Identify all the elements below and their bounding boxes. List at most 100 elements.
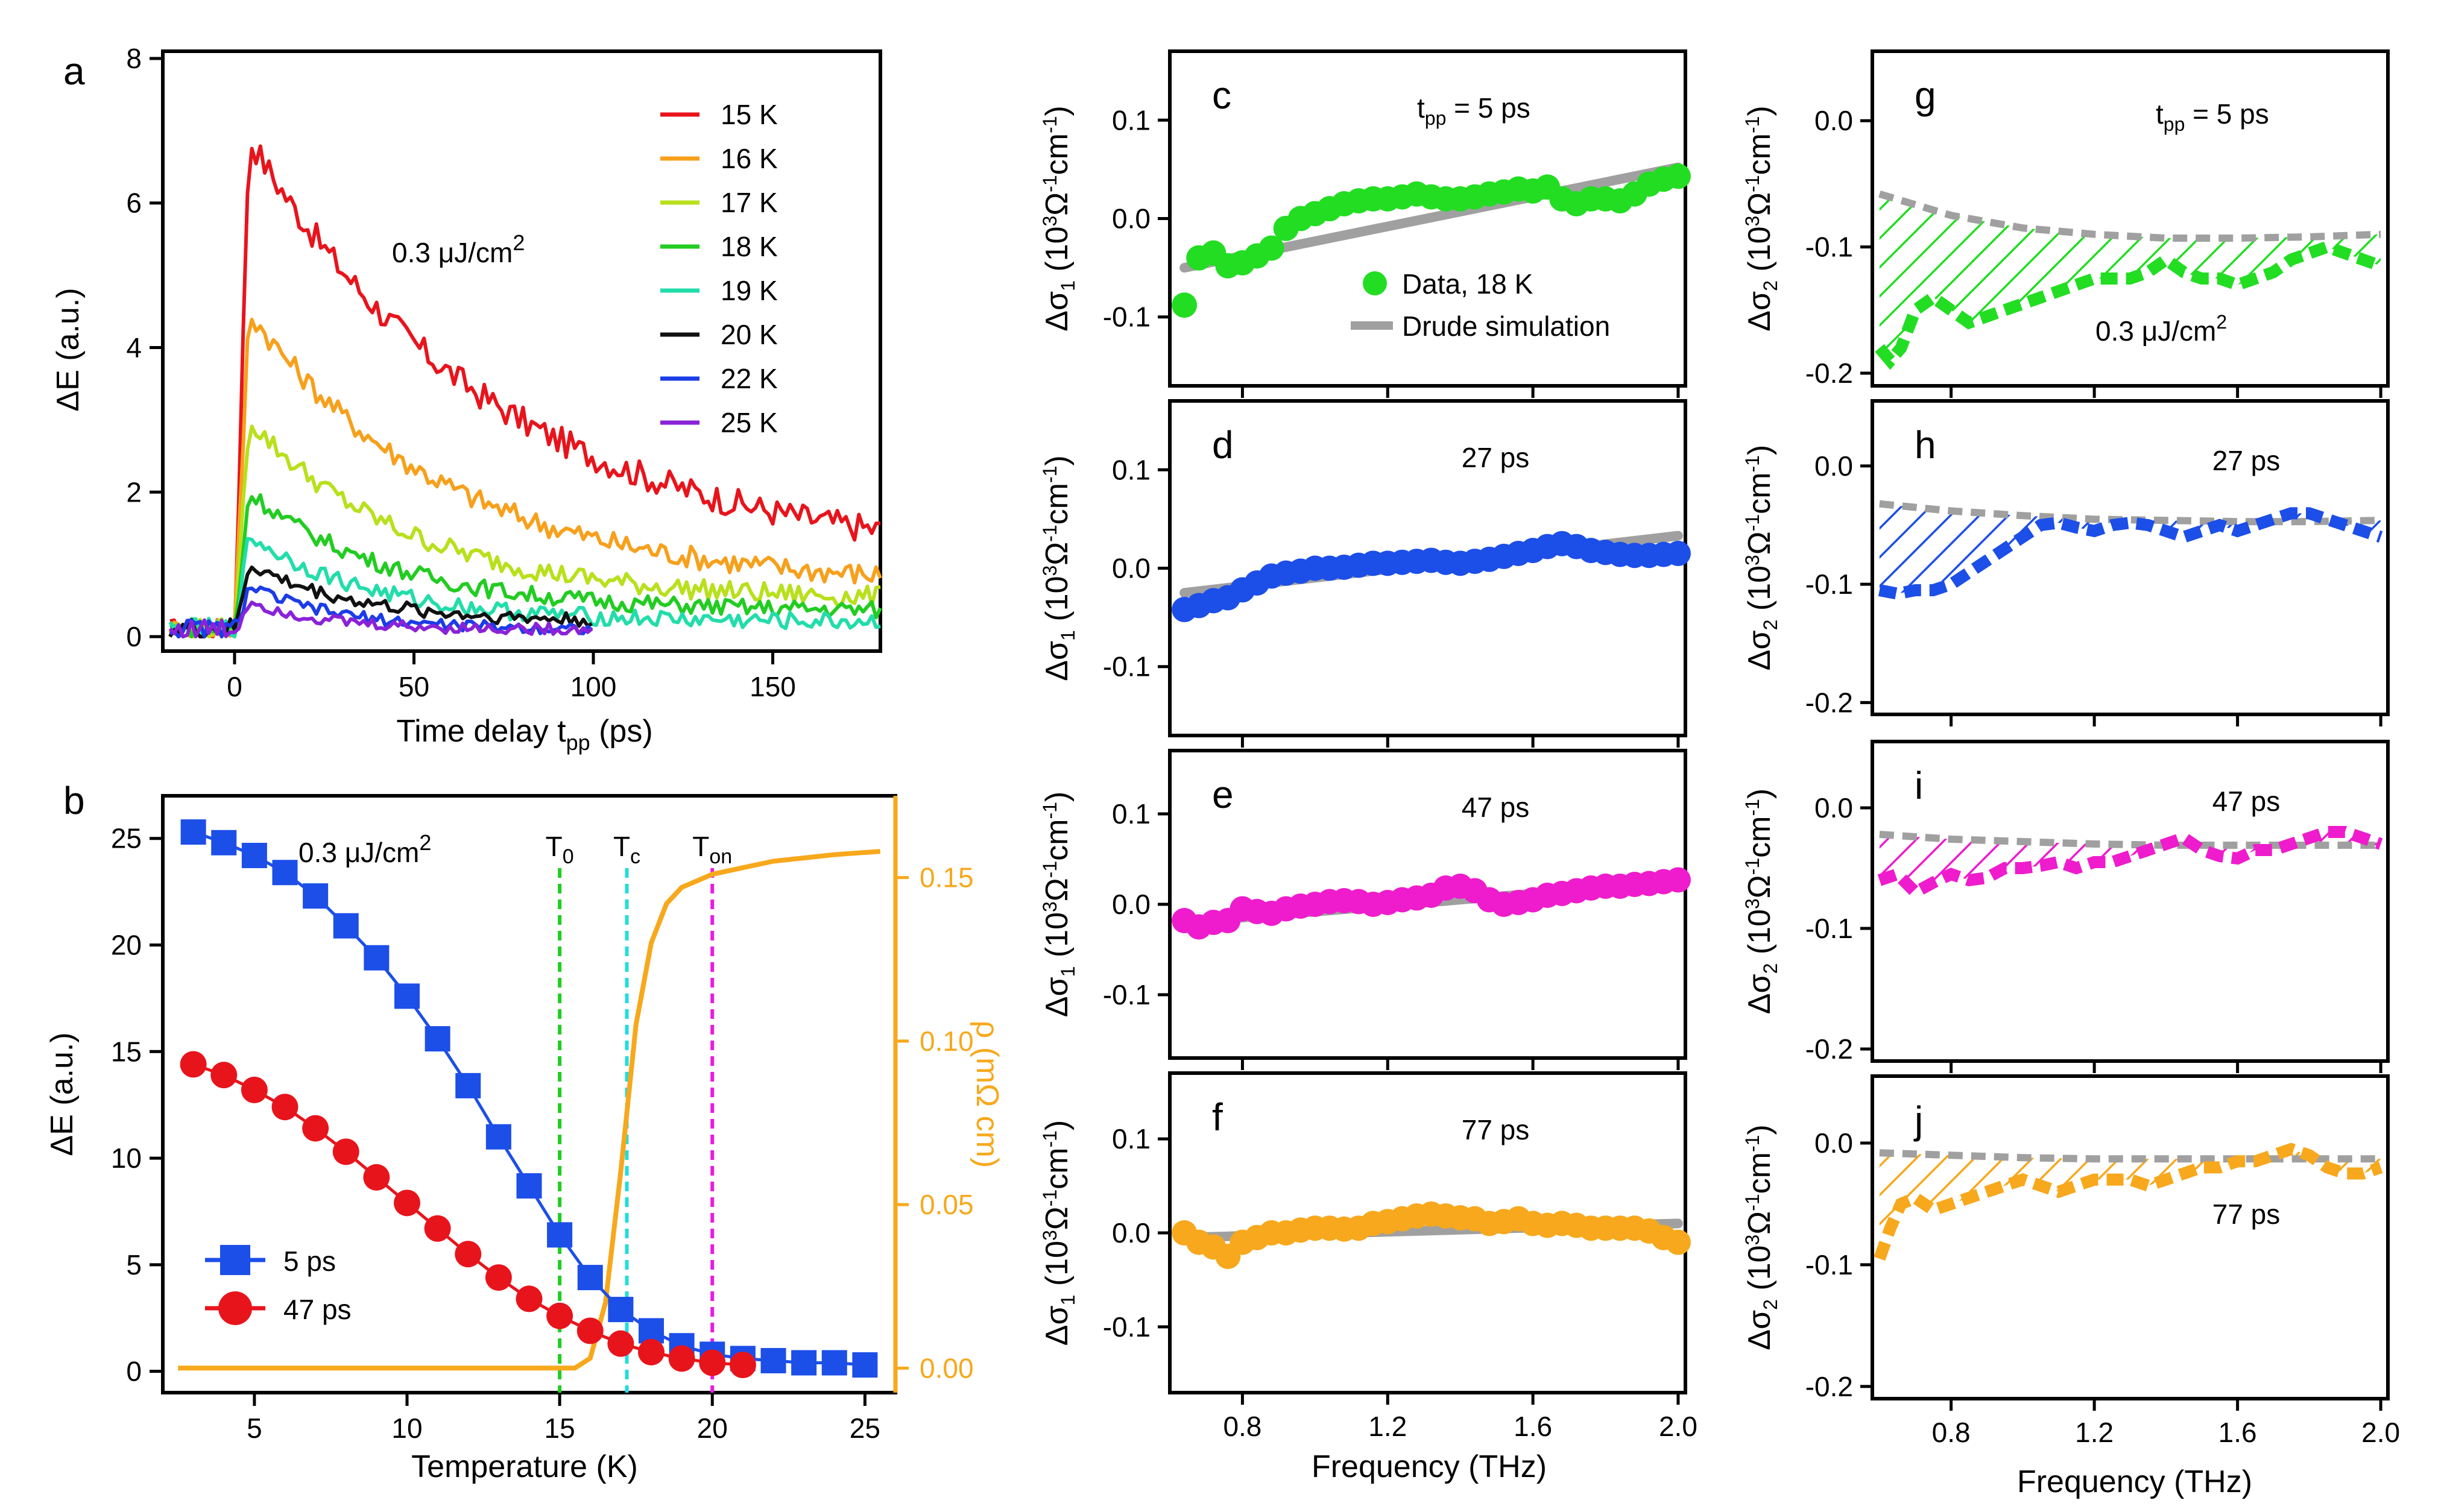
data-dashed-line — [1878, 507, 2383, 600]
point-5ps — [211, 830, 237, 855]
panel-b-y2label: ρ (mΩ cm) — [970, 1021, 1005, 1168]
panel-letter-i: i — [1915, 764, 1923, 807]
y-tick-label: 0.0 — [1112, 889, 1151, 920]
panel-a-xlabel: Time delay tpp (ps) — [396, 714, 652, 755]
point-5ps — [577, 1265, 603, 1291]
x-tick-label: 1.2 — [2075, 1417, 2114, 1448]
legend-label: 20 K — [721, 319, 778, 350]
panel-i-frame — [1871, 740, 2390, 1063]
x-tick-label: 25 — [850, 1413, 880, 1444]
legend-label-47ps: 47 ps — [283, 1294, 352, 1325]
hatched-area — [1879, 1149, 2381, 1259]
point-47ps — [180, 1051, 207, 1078]
vline-label-Tc: Tc — [613, 831, 640, 868]
panel-letter-d: d — [1212, 423, 1234, 467]
drude-fit-dashed — [1879, 500, 2381, 526]
point-5ps — [516, 1173, 542, 1199]
panel-b-ticks: 5 10 15 20 25 0 5 10 15 20 25 0.00 0.05 0.10 0.15 — [111, 823, 974, 1444]
x-tick-label: 15 — [545, 1413, 575, 1444]
y-tick-label: 8 — [126, 43, 142, 74]
point-5ps — [241, 843, 267, 868]
panel-c: 0.1 0.0 -0.1 c Δσ1 (103Ω-1cm-1) tpp = 5 ps Dat… — [1039, 49, 1691, 398]
panel-b: b 5 10 15 20 25 0 5 10 15 20 25 0.00 0.05 0.10 0.15 Te… — [45, 779, 1005, 1484]
legend-label: 19 K — [721, 275, 778, 306]
legend-label: 16 K — [721, 143, 778, 174]
point-47ps — [271, 1094, 298, 1121]
y-tick-label: 0 — [126, 1356, 142, 1387]
x-tick-label: 1.6 — [1514, 1411, 1552, 1442]
point-47ps — [424, 1215, 451, 1242]
y-tick-label: -0.1 — [1103, 1311, 1151, 1343]
panel-f-annotation: 77 ps — [1462, 1114, 1530, 1145]
panel-d-ylabel: Δσ1 (103Ω-1cm-1) — [1039, 455, 1079, 681]
y2-tick-label: 0.15 — [920, 862, 974, 893]
point-5ps — [485, 1124, 511, 1150]
y-tick-label: 0.0 — [1814, 1127, 1853, 1159]
legend-label: 17 K — [721, 187, 778, 218]
panel-e-annotation: 47 ps — [1462, 792, 1530, 823]
y-tick-label: 0.0 — [1814, 105, 1853, 136]
y2-tick-label: 0.05 — [920, 1189, 974, 1220]
y2-tick-label: 0.10 — [920, 1025, 974, 1057]
panel-letter-h: h — [1915, 423, 1936, 467]
point-5ps — [760, 1347, 786, 1373]
x-tick-label: 1.2 — [1368, 1411, 1407, 1442]
data-point — [1665, 541, 1691, 567]
x-tick-label: 0 — [227, 671, 242, 702]
hatched-area — [1879, 503, 2381, 594]
panel-i-ylabel: Δσ2 (103Ω-1cm-1) — [1741, 789, 1781, 1014]
point-5ps — [455, 1073, 481, 1098]
point-47ps — [729, 1352, 756, 1379]
vline-label-T0: T0 — [546, 831, 574, 868]
y-tick-label: 0.1 — [1112, 798, 1151, 830]
y-tick-label: 20 — [111, 930, 142, 961]
data-point — [1665, 163, 1691, 189]
legend-label: 18 K — [721, 231, 778, 262]
panel-e: 0.1 0.0 -0.1 e Δσ1 (103Ω-1cm-1) 47 ps — [1039, 749, 1691, 1070]
series-line-15K — [169, 144, 881, 638]
panel-letter-c: c — [1212, 74, 1231, 117]
y-tick-label: 0.0 — [1112, 203, 1151, 235]
y-tick-label: -0.1 — [1103, 301, 1151, 333]
point-47ps — [302, 1115, 329, 1142]
freq-xlabel-right: Frequency (THz) — [2017, 1464, 2252, 1499]
x-tick-label: 5 — [247, 1413, 262, 1444]
point-47ps — [241, 1076, 268, 1103]
panel-a-legend: 15 K 16 K 17 K 18 K 19 K 20 K 22 K 25 K — [660, 99, 778, 438]
point-47ps — [546, 1302, 573, 1329]
y-tick-label: 25 — [111, 823, 142, 854]
y-tick-label: -0.1 — [1805, 1249, 1853, 1280]
y-tick-label: 15 — [111, 1036, 142, 1067]
y-tick-label: 5 — [126, 1249, 142, 1280]
y-tick-label: 0.0 — [1112, 553, 1151, 584]
y-tick-label: 6 — [126, 187, 142, 219]
point-5ps — [547, 1222, 573, 1248]
legend-marker-5ps — [220, 1245, 250, 1275]
point-5ps — [425, 1026, 450, 1052]
panel-b-legend: 5 ps 47 ps — [205, 1245, 352, 1325]
point-47ps — [576, 1317, 604, 1344]
legend-marker-data — [1363, 271, 1387, 295]
point-5ps — [852, 1352, 878, 1378]
legend-label: 15 K — [721, 99, 778, 130]
panel-g-ylabel: Δσ2 (103Ω-1cm-1) — [1741, 106, 1781, 331]
drude-fit-dashed — [1879, 831, 2381, 849]
y-tick-label: -0.1 — [1805, 569, 1853, 600]
y-tick-label: 0.0 — [1814, 792, 1853, 824]
panel-a-ylabel: ΔE (a.u.) — [51, 288, 86, 411]
panel-a-annotation: 0.3 μJ/cm2 — [392, 230, 525, 268]
point-5ps — [364, 945, 390, 971]
point-47ps — [485, 1264, 512, 1291]
y-tick-label: 0.1 — [1112, 1123, 1151, 1154]
point-47ps — [607, 1330, 634, 1357]
y-tick-label: 4 — [126, 332, 142, 364]
y-tick-label: -0.2 — [1805, 358, 1853, 389]
drude-fit-dashed — [1878, 190, 2381, 242]
point-47ps — [668, 1345, 695, 1372]
y-tick-label: 10 — [111, 1142, 142, 1174]
point-47ps — [455, 1241, 482, 1268]
y-tick-label: -0.1 — [1103, 651, 1151, 682]
series-line-20K — [168, 565, 593, 638]
x-tick-label: 2.0 — [1659, 1411, 1697, 1442]
